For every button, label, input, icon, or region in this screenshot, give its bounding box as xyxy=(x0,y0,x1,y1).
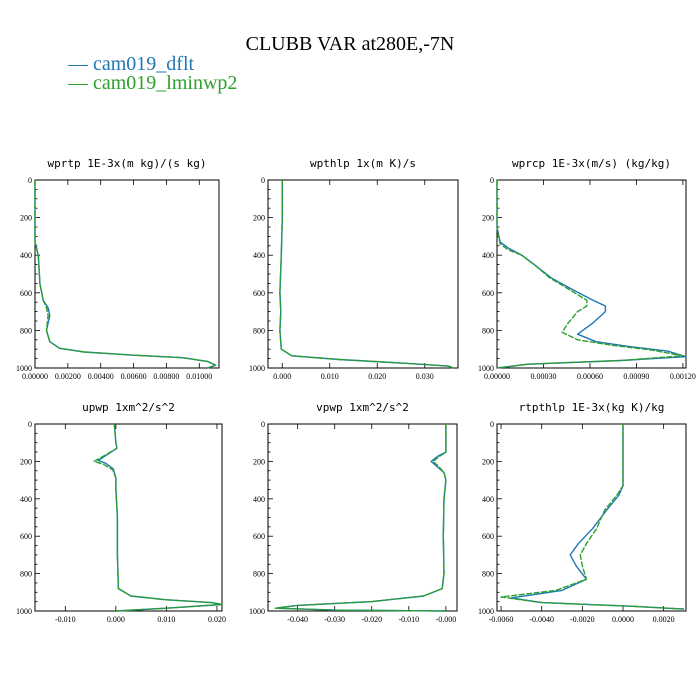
panel-title: wpthlp 1x(m K)/s xyxy=(310,157,416,170)
plot-frame xyxy=(267,423,458,612)
y-tick-label: 800 xyxy=(253,326,265,335)
y-tick-label: 600 xyxy=(482,532,494,541)
x-tick-label: 0.00200 xyxy=(55,372,81,381)
x-tick-label: 0.01000 xyxy=(186,372,212,381)
x-tick-label: 0.0020 xyxy=(653,615,675,624)
panel-title: upwp 1xm^2/s^2 xyxy=(82,401,175,414)
series-line-cam019-lminwp2 xyxy=(274,424,447,612)
x-tick-label: 0.00090 xyxy=(623,372,649,381)
panel-upwp: upwp 1xm^2/s^2 0 200 400 600 800 1000 -0.010 0.… xyxy=(16,401,226,624)
figure-title: CLUBB VAR at280E,-7N xyxy=(246,33,455,55)
y-tick-label: 800 xyxy=(20,570,32,579)
panel-title: vpwp 1xm^2/s^2 xyxy=(316,401,409,414)
x-tick-label: -0.0020 xyxy=(570,615,595,624)
x-tick-label: 0.00600 xyxy=(121,372,147,381)
series-line-cam019-dflt xyxy=(97,423,223,612)
panel-title: wprtp 1E-3x(m kg)/(s kg) xyxy=(48,157,207,170)
x-tick-label: 0.010 xyxy=(321,372,339,381)
x-tick-label: 0.00000 xyxy=(484,372,510,381)
x-tick-label: 0.00000 xyxy=(22,372,48,381)
y-tick-label: 400 xyxy=(482,251,494,260)
y-tick-label: 600 xyxy=(20,289,32,298)
y-tick-label: 600 xyxy=(253,289,265,298)
x-tick-label: 0.0000 xyxy=(612,615,634,624)
series-line-cam019-dflt xyxy=(279,180,454,369)
y-tick-label: 0 xyxy=(490,176,494,185)
y-tick-label: 0 xyxy=(28,176,32,185)
y-tick-label: 0 xyxy=(28,420,32,429)
series-line-cam019-lminwp2 xyxy=(34,180,217,369)
series-line-cam019-lminwp2 xyxy=(279,180,454,369)
y-tick-label: 400 xyxy=(20,495,32,504)
panel-wprcp: wprcp 1E-3x(m/s) (kg/kg) 0 200 400 600 800 10… xyxy=(478,157,696,381)
x-tick-label: -0.010 xyxy=(55,615,76,624)
x-tick-label: -0.030 xyxy=(324,615,345,624)
x-tick-label: 0.00400 xyxy=(88,372,114,381)
x-tick-label: 0.020 xyxy=(208,615,226,624)
y-tick-label: 400 xyxy=(20,251,32,260)
y-tick-label: 0 xyxy=(261,176,265,185)
y-tick-label: 0 xyxy=(261,420,265,429)
y-tick-label: 200 xyxy=(20,457,32,466)
series-line-cam019-lminwp2 xyxy=(500,424,685,610)
plot-frame xyxy=(34,179,220,369)
x-tick-label: -0.010 xyxy=(398,615,419,624)
legend-entry-cam019-lminwp2: — cam019_lminwp2 xyxy=(67,72,237,94)
series-line-cam019-lminwp2 xyxy=(93,423,223,612)
y-tick-label: 200 xyxy=(253,457,265,466)
x-tick-label: 0.020 xyxy=(368,372,386,381)
y-tick-label: 600 xyxy=(20,532,32,541)
series-line-cam019-dflt xyxy=(510,424,685,610)
y-tick-label: 1000 xyxy=(16,607,32,616)
x-tick-label: -0.0040 xyxy=(529,615,554,624)
x-tick-label: 0.00030 xyxy=(530,372,556,381)
plot-frame xyxy=(34,423,223,612)
y-tick-label: 0 xyxy=(490,420,494,429)
x-tick-label: 0.000 xyxy=(273,372,291,381)
y-tick-label: 1000 xyxy=(478,364,494,373)
y-tick-label: 200 xyxy=(482,457,494,466)
y-tick-label: 800 xyxy=(253,570,265,579)
x-tick-label: 0.00120 xyxy=(670,372,696,381)
plot-frame xyxy=(496,423,687,612)
y-tick-label: 1000 xyxy=(249,364,265,373)
y-tick-label: 200 xyxy=(20,214,32,223)
y-tick-label: 400 xyxy=(482,495,494,504)
series-line-cam019-dflt xyxy=(496,180,687,369)
y-tick-label: 1000 xyxy=(16,364,32,373)
x-tick-label: 0.000 xyxy=(107,615,125,624)
panel-title: rtpthlp 1E-3x(kg K)/kg xyxy=(519,401,665,414)
series-line-cam019-lminwp2 xyxy=(496,180,684,369)
x-tick-label: -0.0060 xyxy=(489,615,514,624)
x-tick-label: -0.020 xyxy=(361,615,382,624)
y-tick-label: 200 xyxy=(253,214,265,223)
y-tick-label: 600 xyxy=(253,532,265,541)
x-tick-label: 0.030 xyxy=(416,372,434,381)
legend-entry-cam019-dflt: — cam019_dflt xyxy=(67,53,195,75)
series-line-cam019-dflt xyxy=(274,424,447,612)
x-tick-label: 0.00800 xyxy=(153,372,179,381)
y-tick-label: 1000 xyxy=(478,607,494,616)
x-tick-label: -0.040 xyxy=(287,615,308,624)
panel-wprtp: wprtp 1E-3x(m kg)/(s kg) 0 200 400 600 800 10… xyxy=(16,157,220,381)
series-line-cam019-dflt xyxy=(34,180,217,369)
panel-vpwp: vpwp 1xm^2/s^2 0 200 400 600 800 1000 -0.040 -0… xyxy=(249,401,458,624)
x-tick-label: 0.010 xyxy=(157,615,175,624)
panel-wpthlp: wpthlp 1x(m K)/s 0 200 400 600 800 1000 0.000 0… xyxy=(249,157,459,381)
panel-rtpthlp: rtpthlp 1E-3x(kg K)/kg 0 200 400 600 800 1000… xyxy=(478,401,687,624)
x-tick-label: -0.000 xyxy=(436,615,457,624)
y-tick-label: 800 xyxy=(20,326,32,335)
x-tick-label: 0.00060 xyxy=(577,372,603,381)
panel-title: wprcp 1E-3x(m/s) (kg/kg) xyxy=(512,157,671,170)
y-tick-label: 200 xyxy=(482,214,494,223)
y-tick-label: 400 xyxy=(253,495,265,504)
y-tick-label: 800 xyxy=(482,326,494,335)
y-tick-label: 600 xyxy=(482,289,494,298)
y-tick-label: 400 xyxy=(253,251,265,260)
y-tick-label: 800 xyxy=(482,570,494,579)
plot-frame xyxy=(267,179,459,369)
y-tick-label: 1000 xyxy=(249,607,265,616)
